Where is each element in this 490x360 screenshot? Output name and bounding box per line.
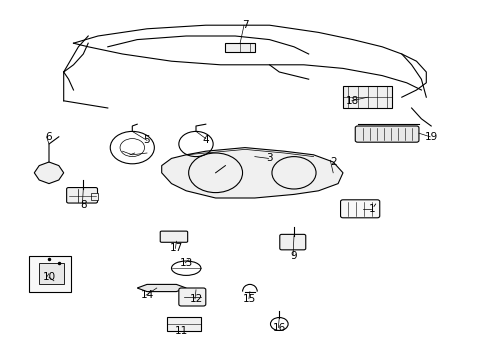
FancyBboxPatch shape xyxy=(280,234,306,250)
Bar xyxy=(225,43,255,52)
Text: 2: 2 xyxy=(330,157,337,167)
Text: 16: 16 xyxy=(272,323,286,333)
Text: 8: 8 xyxy=(80,200,87,210)
Polygon shape xyxy=(137,284,186,292)
Bar xyxy=(91,193,98,200)
FancyBboxPatch shape xyxy=(160,231,188,242)
Text: 4: 4 xyxy=(202,135,209,145)
FancyBboxPatch shape xyxy=(179,288,206,306)
FancyBboxPatch shape xyxy=(355,126,419,142)
Text: 14: 14 xyxy=(140,290,154,300)
Polygon shape xyxy=(162,148,343,198)
Text: 9: 9 xyxy=(291,251,297,261)
Text: 3: 3 xyxy=(266,153,273,163)
FancyBboxPatch shape xyxy=(341,200,380,218)
Text: 5: 5 xyxy=(144,135,150,145)
Polygon shape xyxy=(34,162,64,184)
Bar xyxy=(29,256,71,292)
Bar xyxy=(39,263,64,284)
Text: 19: 19 xyxy=(424,132,438,142)
Text: 6: 6 xyxy=(46,132,52,142)
FancyBboxPatch shape xyxy=(67,188,98,203)
Text: 12: 12 xyxy=(189,294,203,304)
Text: 1: 1 xyxy=(369,204,376,214)
Text: 11: 11 xyxy=(174,326,188,336)
Text: 15: 15 xyxy=(243,294,257,304)
Text: 13: 13 xyxy=(179,258,193,268)
Bar xyxy=(343,86,392,108)
Text: 17: 17 xyxy=(170,243,183,253)
Text: 18: 18 xyxy=(346,96,360,106)
Text: 10: 10 xyxy=(43,272,55,282)
Text: 7: 7 xyxy=(242,20,248,30)
Bar xyxy=(167,317,201,331)
